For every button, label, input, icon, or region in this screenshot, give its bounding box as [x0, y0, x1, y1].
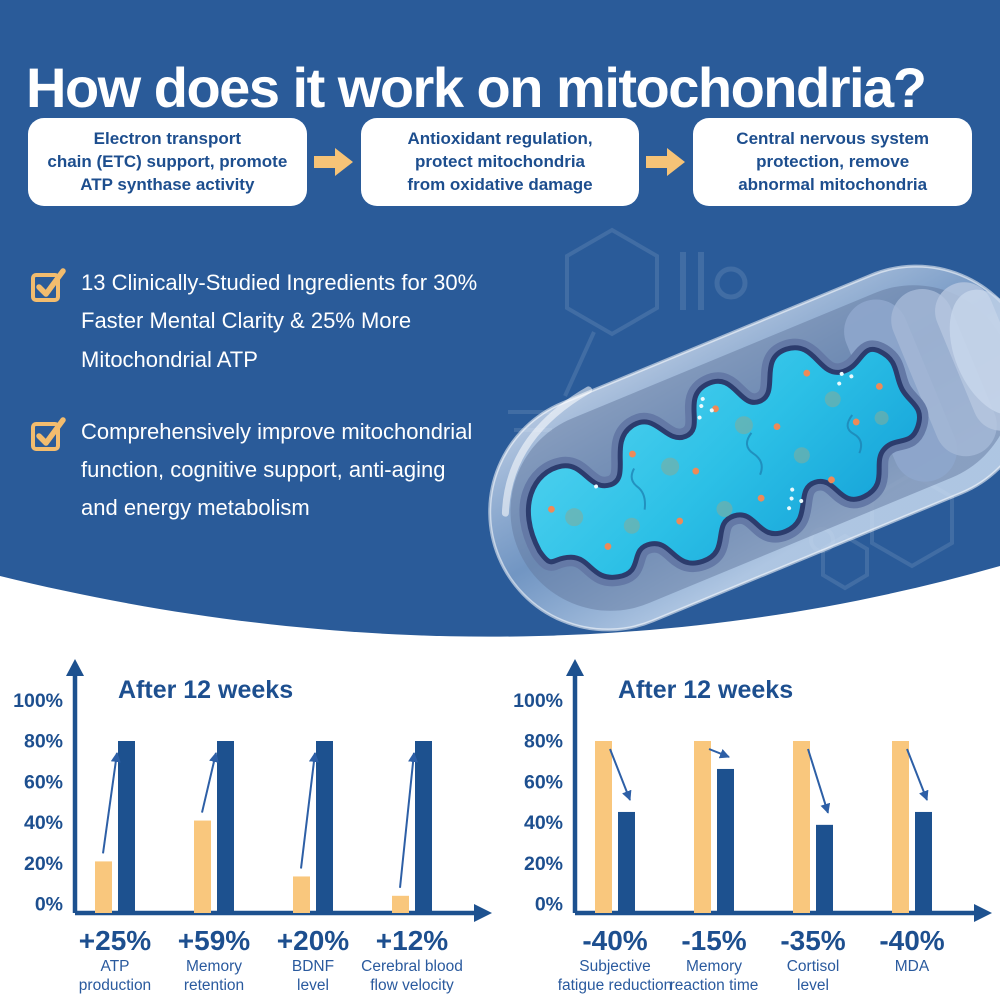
trend-arrow: [201, 752, 219, 813]
trend-arrow: [609, 748, 632, 801]
category-label: Memory: [686, 958, 742, 975]
y-tick-label: 60%: [524, 771, 563, 793]
flow-step-label: Electron transport chain (ETC) support, …: [47, 129, 288, 194]
list-item: Comprehensively improve mitochondrial fu…: [30, 413, 482, 528]
chart-title: After 12 weeks: [618, 676, 793, 704]
y-tick-label: 80%: [524, 731, 563, 753]
bar-after: [217, 741, 234, 913]
bar-after: [118, 741, 135, 913]
category-label: MDA: [895, 958, 930, 975]
bar-after: [915, 811, 932, 913]
arrow-right-icon: [313, 147, 355, 177]
chart-reductions-after-12-weeks: After 12 weeks 100% 80% 60% 40% 20% 0% -40% Subj…: [513, 659, 992, 994]
trend-arrow: [300, 752, 319, 869]
benefit-text: Comprehensively improve mitochondrial fu…: [81, 418, 473, 521]
benefit-list: 13 Clinically-Studied Ingredients for 30…: [30, 264, 482, 528]
y-tick-label: 40%: [524, 812, 563, 834]
trend-arrow: [399, 752, 419, 888]
flow-step-label: Antioxidant regulation, protect mitochon…: [407, 129, 593, 194]
y-tick-label: 60%: [24, 771, 63, 793]
category-label: Memory: [186, 958, 242, 975]
page-title: How does it work on mitochondria?: [26, 55, 927, 119]
molecule-background-icon: [508, 227, 954, 591]
trend-arrow: [102, 752, 121, 854]
mechanism-flow: Electron transport chain (ETC) support, …: [28, 118, 973, 207]
trend-arrow: [708, 748, 730, 759]
trend-arrow: [906, 748, 929, 801]
bar-before: [595, 741, 612, 913]
flow-step-etc-support: Electron transport chain (ETC) support, …: [28, 118, 307, 207]
bar-before: [793, 741, 810, 913]
flow-step-label: Central nervous system protection, remov…: [736, 129, 930, 194]
x-axis-arrowhead: [474, 904, 492, 922]
delta-label: -40%: [582, 925, 647, 956]
arrow-right-icon: [646, 148, 686, 177]
delta-label: -15%: [681, 925, 746, 956]
category-label: production: [79, 977, 151, 994]
chart-title: After 12 weeks: [118, 676, 293, 704]
delta-label: +25%: [79, 925, 151, 956]
category-label: Subjective: [579, 958, 651, 975]
y-tick-label: 80%: [24, 731, 63, 753]
chart-improvements-after-12-weeks: After 12 weeks 100% 80% 60% 40% 20% 0% +25% ATP p…: [13, 659, 492, 994]
category-label: level: [797, 977, 829, 994]
delta-label: -40%: [879, 925, 944, 956]
x-axis-arrowhead: [974, 904, 992, 922]
delta-label: +59%: [178, 925, 250, 956]
y-tick-label: 20%: [524, 853, 563, 875]
bar-before: [194, 820, 211, 913]
arrow-right-icon: [313, 148, 353, 177]
bar-before: [392, 895, 409, 913]
bar-after: [618, 811, 635, 913]
category-label: retention: [184, 977, 244, 994]
category-label: fatigue reduction: [558, 977, 673, 994]
category-label: level: [297, 977, 329, 994]
category-label: BDNF: [292, 958, 334, 975]
category-label: ATP: [101, 958, 130, 975]
flow-step-cns-protection: Central nervous system protection, remov…: [693, 118, 973, 207]
bar-before: [892, 741, 909, 913]
category-label: reaction time: [670, 977, 759, 994]
y-tick-label: 20%: [24, 853, 63, 875]
checked-checkbox-icon: [31, 268, 66, 302]
y-tick-label: 100%: [513, 690, 563, 712]
category-label: flow velocity: [370, 977, 454, 994]
y-tick-label: 40%: [24, 812, 63, 834]
bar-before: [95, 861, 112, 913]
arrow-right-icon: [645, 147, 687, 177]
results-charts: After 12 weeks 100% 80% 60% 40% 20% 0% +25% ATP p…: [0, 658, 1000, 1000]
y-tick-label: 100%: [13, 690, 63, 712]
y-axis-arrowhead: [566, 659, 584, 676]
bar-after: [816, 824, 833, 913]
bar-after: [717, 768, 734, 913]
bar-after: [316, 741, 333, 913]
category-label: Cerebral blood: [361, 958, 463, 975]
trend-arrow: [807, 748, 831, 814]
list-item: 13 Clinically-Studied Ingredients for 30…: [30, 264, 482, 379]
y-axis-arrowhead: [66, 659, 84, 676]
delta-label: +12%: [376, 925, 448, 956]
y-tick-label: 0%: [35, 894, 63, 916]
mitochondria-illustration: [488, 264, 1000, 632]
benefit-text: 13 Clinically-Studied Ingredients for 30…: [81, 270, 478, 372]
delta-label: -35%: [780, 925, 845, 956]
bar-before: [293, 876, 310, 913]
delta-label: +20%: [277, 925, 349, 956]
bar-after: [415, 741, 432, 913]
y-tick-label: 0%: [535, 894, 563, 916]
flow-step-antioxidant: Antioxidant regulation, protect mitochon…: [360, 118, 640, 207]
category-label: Cortisol: [787, 958, 840, 975]
bar-before: [694, 741, 711, 913]
checked-checkbox-icon: [31, 417, 66, 451]
